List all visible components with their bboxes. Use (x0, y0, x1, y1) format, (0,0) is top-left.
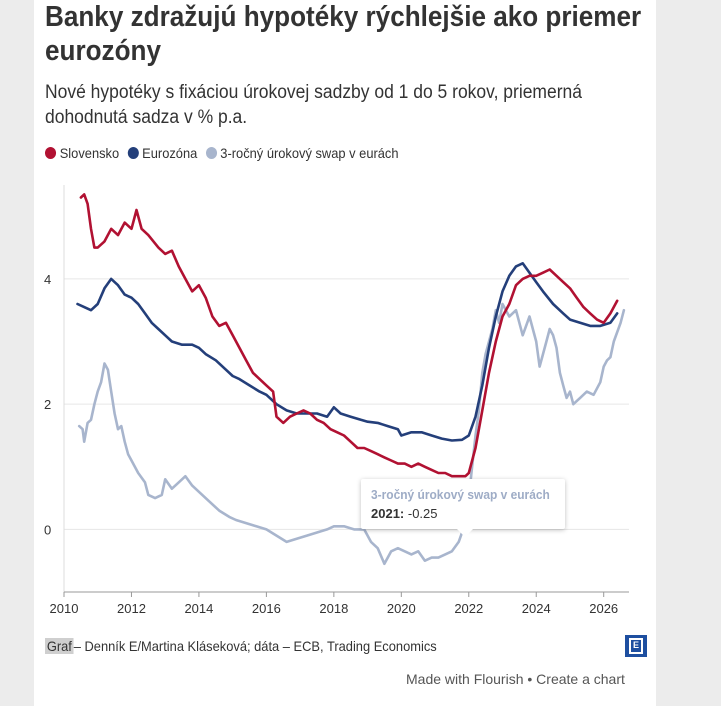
x-tick-label: 2014 (184, 601, 213, 616)
x-tick-label: 2026 (589, 601, 618, 616)
series-line-0 (79, 193, 619, 478)
footer-source: Graf – Denník E/Martina Kláseková; dáta … (45, 638, 437, 654)
x-tick-label: 2018 (319, 601, 348, 616)
tooltip-arrow (457, 529, 473, 537)
legend: Slovensko Eurozóna 3-ročný úrokový swap … (45, 144, 407, 162)
series-line-1 (76, 262, 619, 442)
legend-label-slovensko: Slovensko (59, 145, 120, 161)
x-tick-label: 2012 (117, 601, 146, 616)
tooltip-label: 2021: (371, 506, 405, 521)
tooltip-value: 2021: -0.25 (371, 506, 438, 521)
legend-label-eurozona: Eurozóna (142, 145, 198, 161)
y-tick-label: 4 (44, 272, 51, 287)
legend-swatch-slovensko (45, 147, 57, 159)
legend-label-swap: 3-ročný úrokový swap v eurách (220, 145, 399, 161)
x-tick-label: 2020 (387, 601, 416, 616)
line-chart[interactable]: 0 2 4 2010 2012 2014 2016 2018 2020 2022 2024 2026 (34, 0, 656, 630)
x-tick-label: 2022 (454, 601, 483, 616)
chart-card: Banky zdražujú hypotéky rýchlejšie ako p… (34, 0, 656, 706)
footer-graf-link[interactable]: Graf (45, 638, 74, 654)
tooltip: 3-ročný úrokový swap v eurách 2021: -0.2… (361, 479, 565, 537)
chart-title: Banky zdražujú hypotéky rýchlejšie ako p… (45, 1, 642, 67)
flourish-credit[interactable]: Made with Flourish • Create a chart (406, 671, 625, 687)
footer-source-text: – Denník E/Martina Kláseková; dáta – ECB… (73, 638, 437, 654)
x-tick-label: 2024 (522, 601, 551, 616)
x-tick-label: 2016 (252, 601, 281, 616)
legend-swatch-swap (205, 147, 217, 159)
series-line-2 (77, 302, 626, 566)
legend-swatch-eurozona (127, 147, 139, 159)
legend-item-slovensko[interactable]: Slovensko (45, 145, 119, 161)
y-tick-label: 2 (44, 397, 51, 412)
legend-item-swap[interactable]: 3-ročný úrokový swap v eurách (205, 145, 399, 161)
y-tick-label: 0 (44, 522, 51, 537)
tooltip-number: -0.25 (407, 506, 438, 521)
chart-subtitle: Nové hypotéky s fixáciou úrokovej sadzby… (45, 82, 582, 128)
denník-e-logo-icon[interactable]: E (625, 635, 647, 657)
legend-item-eurozona[interactable]: Eurozóna (127, 145, 197, 161)
tooltip-title: 3-ročný úrokový swap v eurách (371, 487, 550, 502)
x-tick-label: 2010 (50, 601, 79, 616)
